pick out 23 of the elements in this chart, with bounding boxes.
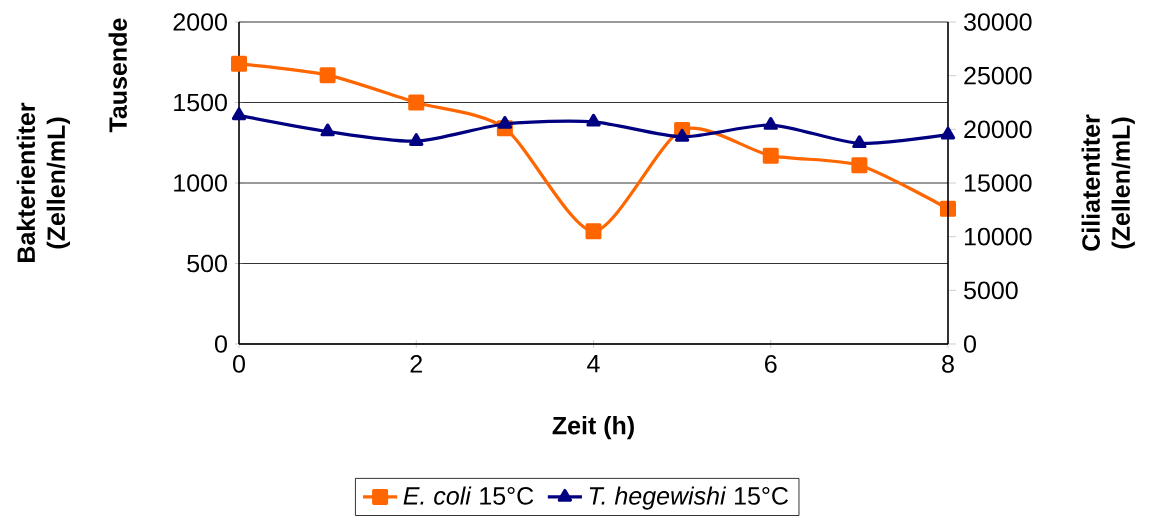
y-tick-label: 2000 <box>173 13 227 31</box>
y2-tick-label: 30000 <box>964 13 1032 31</box>
y-axis-title: Bakterientiter (Zellen/mL) <box>16 102 70 262</box>
x-axis-title: Zeit (h) <box>552 416 634 440</box>
y2-tick-label: 10000 <box>964 227 1032 246</box>
y-tick-label: 0 <box>215 335 227 353</box>
x-tick-label: 4 <box>587 355 600 373</box>
y2-tick-label: 25000 <box>964 66 1032 85</box>
y2-axis-title: Ciliatentiter (Zellen/mL) <box>1081 114 1135 251</box>
y2-tick-label: 5000 <box>964 281 1018 300</box>
y2-tick-label: 0 <box>964 335 976 353</box>
x-tick-label: 0 <box>233 355 245 373</box>
y-tick-label: 500 <box>187 254 227 273</box>
x-tick-label: 6 <box>765 355 777 373</box>
legend-label: T. hegewishi 15°C <box>589 486 788 510</box>
y-tick-label: 1500 <box>174 93 227 112</box>
x-tick-label: 2 <box>410 355 422 373</box>
y-tick-label: 1000 <box>174 174 227 192</box>
legend-label: E. coli 15°C <box>403 486 534 505</box>
text: Tausende <box>108 18 127 133</box>
y2-tick-label: 20000 <box>964 120 1032 139</box>
y2-tick-label: 15000 <box>964 174 1032 192</box>
x-tick-label: 8 <box>942 355 954 373</box>
